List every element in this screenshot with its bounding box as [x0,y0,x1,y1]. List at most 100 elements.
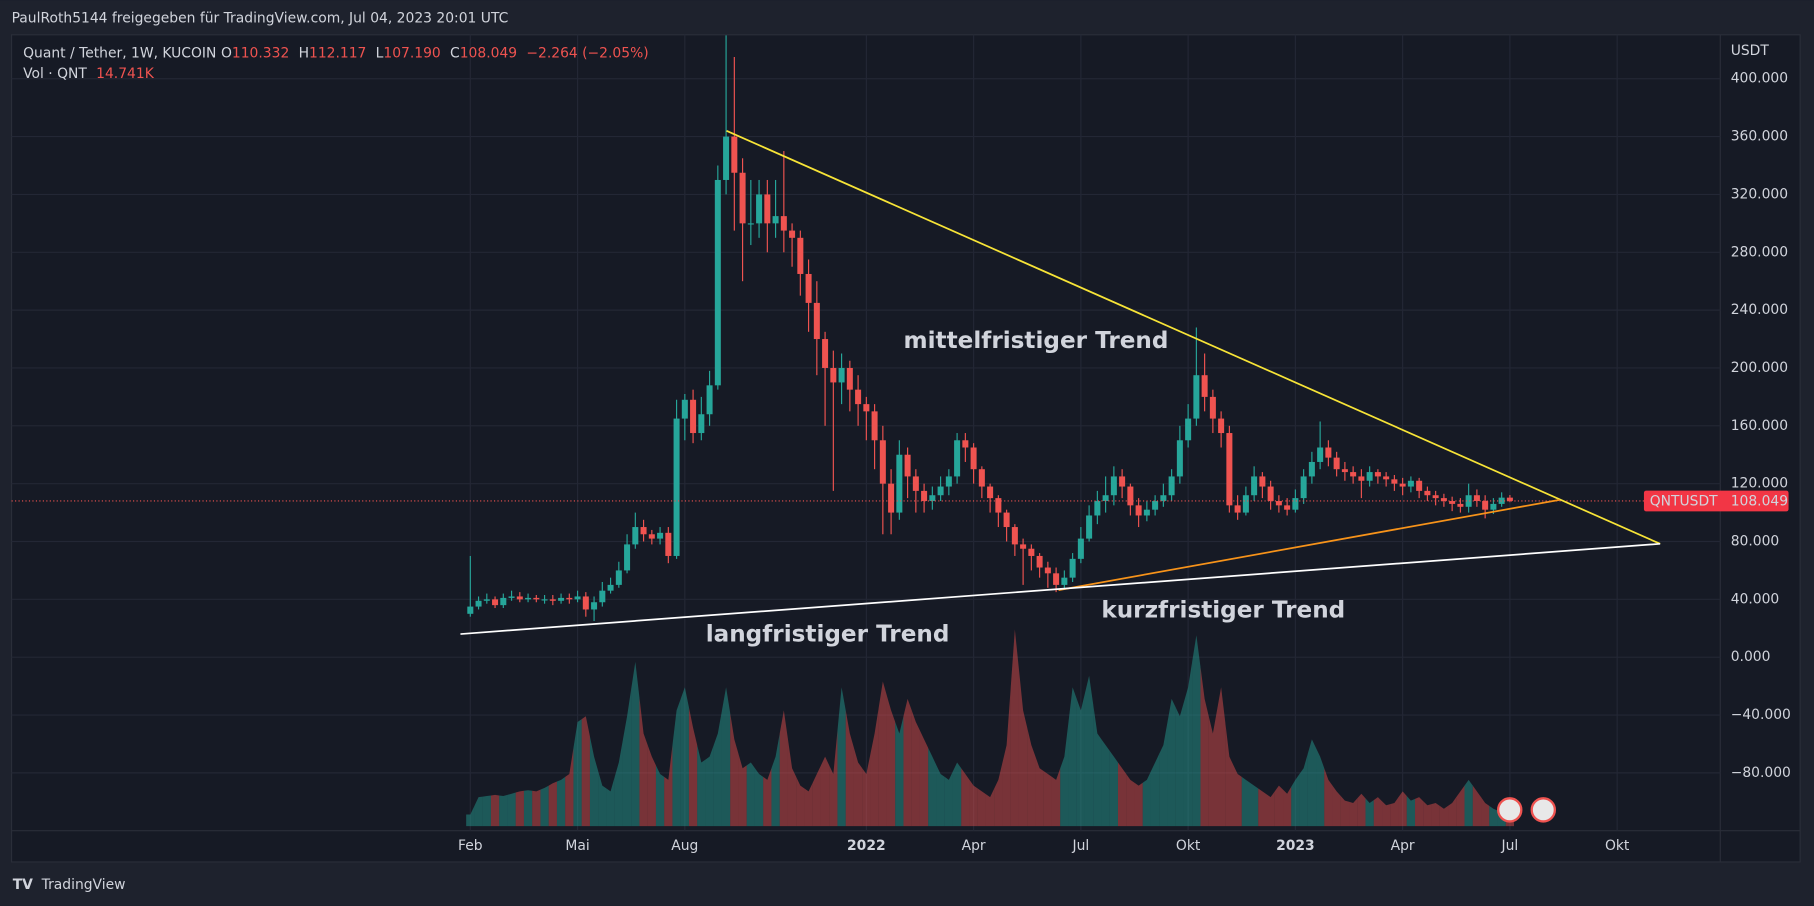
candles [11,35,1721,622]
volume-area [565,748,574,827]
candle-body [1218,418,1225,434]
volume-area [1043,771,1052,827]
candle-body [632,527,639,545]
volume-area [490,794,500,827]
y-tick-label: 400.000 [1731,71,1788,87]
candle-body [1308,461,1315,477]
volume-area [1472,785,1482,827]
volume-area [952,762,962,827]
candle-body [591,602,598,610]
candle-body [1028,548,1035,556]
annotation: mittelfristiger Trend [904,328,1169,354]
volume-area [763,768,772,827]
candle-body [1465,495,1472,507]
volume-area [1068,687,1077,827]
candle-body [780,216,787,231]
candle-body [665,532,672,556]
candle-body [541,599,548,601]
volume-area [573,719,582,827]
event-icon [1530,797,1557,823]
trend-lines [460,130,1661,635]
volume-name: Vol · QNT [23,66,87,82]
candle-body [1300,476,1307,499]
trend-line-long [460,542,1661,635]
volume-area [1373,797,1383,827]
x-tick-label: Okt [1605,838,1630,854]
candle-body [525,597,532,600]
candle-body [1201,375,1208,397]
candle-body [500,597,507,606]
candle-body [1374,472,1381,477]
volume-area [1423,801,1432,827]
legend-row: Vol · QNT 14.741K [23,66,155,82]
candle-body [1498,497,1505,504]
volume-area [1340,796,1350,827]
candle-body [1432,495,1439,499]
volume-area [1101,739,1110,827]
x-tick-label: Mai [565,838,589,854]
volume-area [631,661,640,827]
candle-body [813,302,820,340]
candle-body [797,237,804,274]
candle-body [945,476,952,487]
volume-area [515,790,524,827]
price-tag-box [1643,490,1789,512]
candle-body [1416,480,1423,491]
candle-body [896,454,903,513]
candle-body [657,532,664,539]
volume-area [474,796,483,827]
volume-area [870,707,879,827]
candle-body [1102,495,1109,502]
candle-body [582,596,589,610]
volume-area [1010,629,1019,827]
candle-body [1152,501,1159,510]
volume-area [919,730,929,827]
event-icons [1497,797,1557,823]
candle-body [648,534,655,539]
candle-body [912,476,919,491]
x-tick-label: 2022 [847,838,886,854]
volume-area [1406,796,1416,827]
volume-area [1084,675,1094,827]
volume-pane [466,629,1515,827]
candle-body [1391,479,1398,484]
volume-area [771,733,780,827]
volume-area [1415,797,1424,827]
volume-area [903,698,912,827]
volume-area [1250,782,1259,827]
volume-area [697,745,706,827]
ohlc-value: 108.049 [460,45,517,61]
candle-body [921,490,928,502]
candle-body [1234,505,1241,513]
candle-body [483,599,490,601]
volume-area [523,790,533,827]
candle-body [508,596,515,598]
candle-body [492,599,499,606]
volume-area [1142,771,1151,827]
volume-area [680,687,689,827]
ohlc-value: 107.190 [383,45,440,61]
volume-area [796,776,805,827]
candle-body [1267,486,1274,502]
volume-area [1200,667,1209,827]
volume-area [721,687,731,827]
candle-body [978,469,985,487]
candle-body [1399,483,1406,487]
candle-body [558,597,565,601]
volume-area [647,745,656,827]
candle-body [1292,498,1299,510]
candle-body [954,440,961,477]
candle-body [1333,457,1340,470]
candle-body [1135,505,1142,516]
candle-body [871,411,878,441]
candle-body [1069,558,1076,578]
ohlc-value: 112.117 [309,45,366,61]
y-tick-label: 120.000 [1731,476,1788,492]
x-tick-label: Apr [962,838,986,854]
volume-area [1183,661,1193,827]
volume-area [482,795,491,827]
volume-area [1481,797,1490,827]
volume-area [1093,704,1102,827]
candle-body [723,136,730,180]
